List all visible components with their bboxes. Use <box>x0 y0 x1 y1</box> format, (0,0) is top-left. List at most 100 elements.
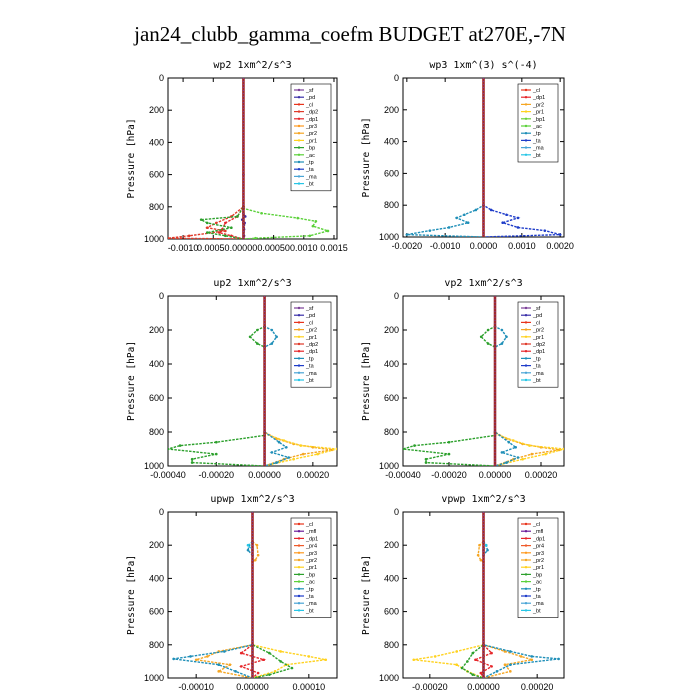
legend-marker <box>297 124 301 128</box>
y-tick-label: 1000 <box>379 673 399 683</box>
x-tick-label: 0.00020 <box>297 470 330 480</box>
x-tick-label: 0.00000 <box>236 682 269 692</box>
series-point <box>275 461 278 464</box>
legend-marker <box>524 357 528 360</box>
legend-label: _bp1 <box>532 117 545 123</box>
legend-marker <box>297 146 301 149</box>
legend-label: _bp <box>532 572 542 578</box>
y-tick-label: 400 <box>384 573 399 583</box>
legend-label: _dp1 <box>532 536 545 542</box>
legend-marker <box>297 566 301 569</box>
y-axis-label: Pressure [hPa] <box>361 555 372 635</box>
legend-label: _ma <box>532 146 545 152</box>
legend-label: _pr1 <box>532 335 544 341</box>
legend-marker <box>524 378 528 382</box>
legend-label: _dp1 <box>305 349 318 355</box>
legend-label: _pr3 <box>305 551 317 557</box>
series-point <box>311 224 315 228</box>
series-point <box>474 658 477 662</box>
series-point <box>270 451 274 454</box>
x-tick-label: 0.0010 <box>290 243 318 253</box>
y-tick-label: 800 <box>384 427 399 437</box>
series-point <box>326 229 330 233</box>
x-tick-label: 0.00000 <box>248 470 281 480</box>
series-point <box>256 328 259 332</box>
legend-label: _cl <box>532 522 540 528</box>
x-tick-label: -0.0010 <box>168 243 199 253</box>
x-tick-label: 0.00010 <box>293 682 326 692</box>
panel-6: vpwp 1xm^2/s^3 0 200 400 600 800 1000 Pressure … <box>361 494 565 692</box>
series-point <box>254 236 257 239</box>
legend-label: _ma <box>305 601 318 607</box>
legend-label: _ta <box>532 364 542 370</box>
legend-marker <box>524 88 528 92</box>
legend-marker <box>524 110 528 113</box>
legend-label: _cl <box>305 102 313 108</box>
legend-label: _ta <box>532 594 542 600</box>
x-tick-label: -0.00040 <box>385 470 421 480</box>
series-point <box>479 671 483 675</box>
series-point <box>516 216 520 220</box>
y-tick-label: 200 <box>149 325 164 335</box>
legend-label: _ta <box>532 138 542 144</box>
legend-marker <box>297 139 301 142</box>
y-tick-label: 200 <box>384 540 399 550</box>
legend: _cl_mfl_dp1_pr4_pr3_pr2_pr1_bp_ac_tp_ta_… <box>517 517 559 618</box>
series-point <box>279 650 282 653</box>
series-point <box>307 655 311 658</box>
legend-label: _sf <box>305 306 314 312</box>
series-point <box>214 440 218 444</box>
legend-marker <box>297 551 301 554</box>
series-point <box>503 663 507 667</box>
legend-label: _bt <box>305 182 314 188</box>
legend-label: _pr4 <box>532 544 544 550</box>
legend-marker <box>524 551 528 554</box>
series-group <box>168 296 337 466</box>
series-point <box>239 651 243 655</box>
legend-label: _tp <box>532 356 541 362</box>
legend-marker <box>524 587 528 590</box>
series-point <box>168 236 170 239</box>
legend-label: _bp <box>305 572 315 578</box>
series-point <box>285 446 288 449</box>
series-point <box>509 650 512 653</box>
legend-label: _tp <box>532 131 541 137</box>
legend-marker <box>524 117 528 121</box>
series-point <box>509 670 512 673</box>
series-line <box>196 512 259 678</box>
series-point <box>505 335 508 339</box>
legend-marker <box>524 594 528 598</box>
legend-label: _mfl <box>532 529 543 535</box>
series-point <box>205 231 209 234</box>
series-point <box>424 457 428 461</box>
series-point <box>484 543 488 547</box>
series-point <box>479 335 483 339</box>
series-point <box>447 452 451 456</box>
series-point <box>254 558 257 562</box>
series-point <box>228 663 232 667</box>
x-tick-label: 0.00050 <box>197 243 230 253</box>
legend-marker <box>297 110 301 113</box>
legend-label: _pr1 <box>305 335 317 341</box>
series-point <box>466 660 469 663</box>
series-point <box>168 447 170 451</box>
legend-marker <box>297 153 301 156</box>
legend-marker <box>524 153 528 156</box>
legend-marker <box>297 321 301 324</box>
x-tick-label: 0.00050 <box>257 243 290 253</box>
legend-marker <box>297 357 301 360</box>
series-point <box>178 444 182 447</box>
series-point <box>455 650 458 653</box>
y-tick-label: 1000 <box>379 232 399 242</box>
series-point <box>490 665 493 668</box>
series-point <box>189 655 192 658</box>
y-axis-label: Pressure [hPa] <box>126 341 137 421</box>
series-line <box>218 78 245 239</box>
series-point <box>190 461 194 464</box>
panel-title: up2 1xm^2/s^3 <box>213 278 291 289</box>
legend-marker <box>524 364 528 367</box>
series-point <box>519 655 523 658</box>
legend-marker <box>524 530 528 533</box>
y-tick-label: 0 <box>159 291 164 301</box>
